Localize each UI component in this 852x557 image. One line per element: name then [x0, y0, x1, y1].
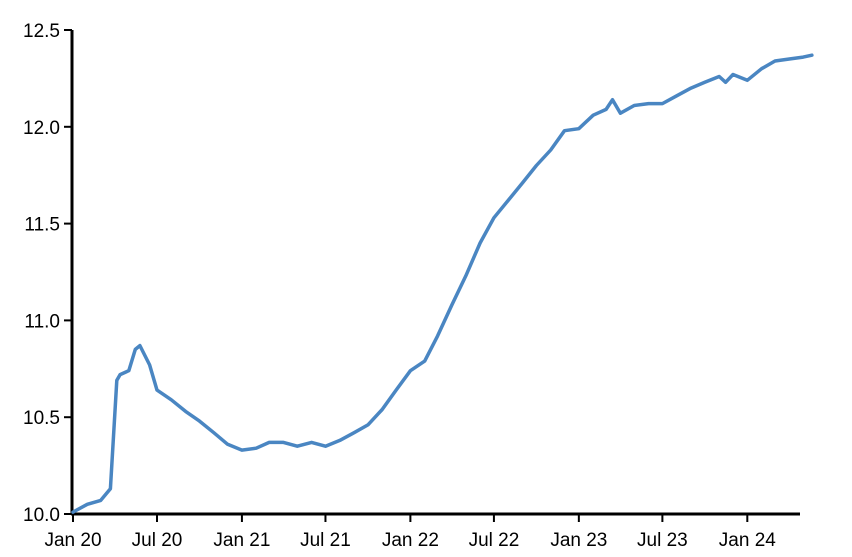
- y-tick-label: 10.5: [23, 408, 60, 429]
- x-tick-label: Jan 24: [719, 530, 776, 551]
- x-tick-label: Jan 20: [44, 530, 101, 551]
- y-tick-label: 12.0: [23, 118, 60, 139]
- x-tick-label: Jul 21: [300, 530, 351, 551]
- y-tick-label: 11.5: [24, 215, 60, 236]
- y-tick-label: 11.0: [24, 311, 60, 332]
- x-tick-label: Jan 23: [550, 530, 607, 551]
- y-tick-label: 12.5: [23, 21, 60, 42]
- x-tick-label: Jan 21: [213, 530, 270, 551]
- y-tick-label: 10.0: [23, 505, 60, 526]
- series-line: [71, 53, 814, 514]
- x-tick-label: Jul 23: [637, 530, 688, 551]
- x-tick-label: Jul 20: [132, 530, 183, 551]
- x-tick-label: Jul 22: [469, 530, 520, 551]
- x-tick-label: Jan 22: [382, 530, 439, 551]
